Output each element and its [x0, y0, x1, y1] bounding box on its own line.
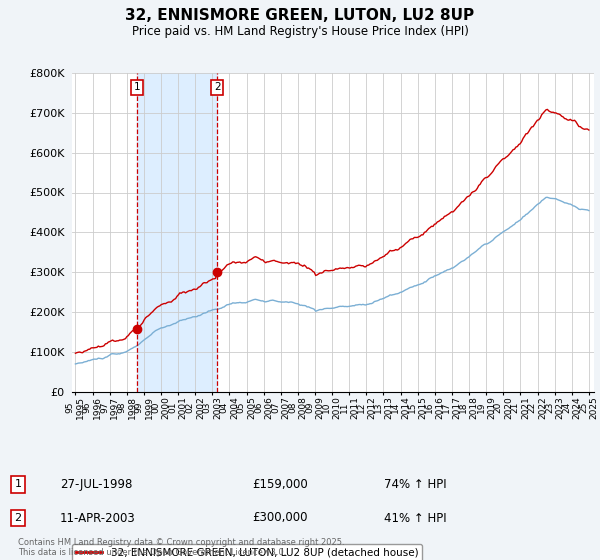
Text: 2: 2	[14, 513, 22, 523]
Text: £300,000: £300,000	[252, 511, 308, 525]
Text: 41% ↑ HPI: 41% ↑ HPI	[384, 511, 446, 525]
Text: 1: 1	[14, 479, 22, 489]
Text: 1: 1	[133, 82, 140, 92]
Text: Contains HM Land Registry data © Crown copyright and database right 2025.
This d: Contains HM Land Registry data © Crown c…	[18, 538, 344, 557]
Text: 32, ENNISMORE GREEN, LUTON, LU2 8UP: 32, ENNISMORE GREEN, LUTON, LU2 8UP	[125, 8, 475, 24]
Text: 11-APR-2003: 11-APR-2003	[60, 511, 136, 525]
Legend: 32, ENNISMORE GREEN, LUTON, LU2 8UP (detached house), HPI: Average price, detach: 32, ENNISMORE GREEN, LUTON, LU2 8UP (det…	[72, 544, 422, 560]
Text: £159,000: £159,000	[252, 478, 308, 491]
Text: 2: 2	[214, 82, 220, 92]
Text: Price paid vs. HM Land Registry's House Price Index (HPI): Price paid vs. HM Land Registry's House …	[131, 25, 469, 38]
Text: 27-JUL-1998: 27-JUL-1998	[60, 478, 133, 491]
Bar	[137, 73, 217, 392]
Text: 74% ↑ HPI: 74% ↑ HPI	[384, 478, 446, 491]
